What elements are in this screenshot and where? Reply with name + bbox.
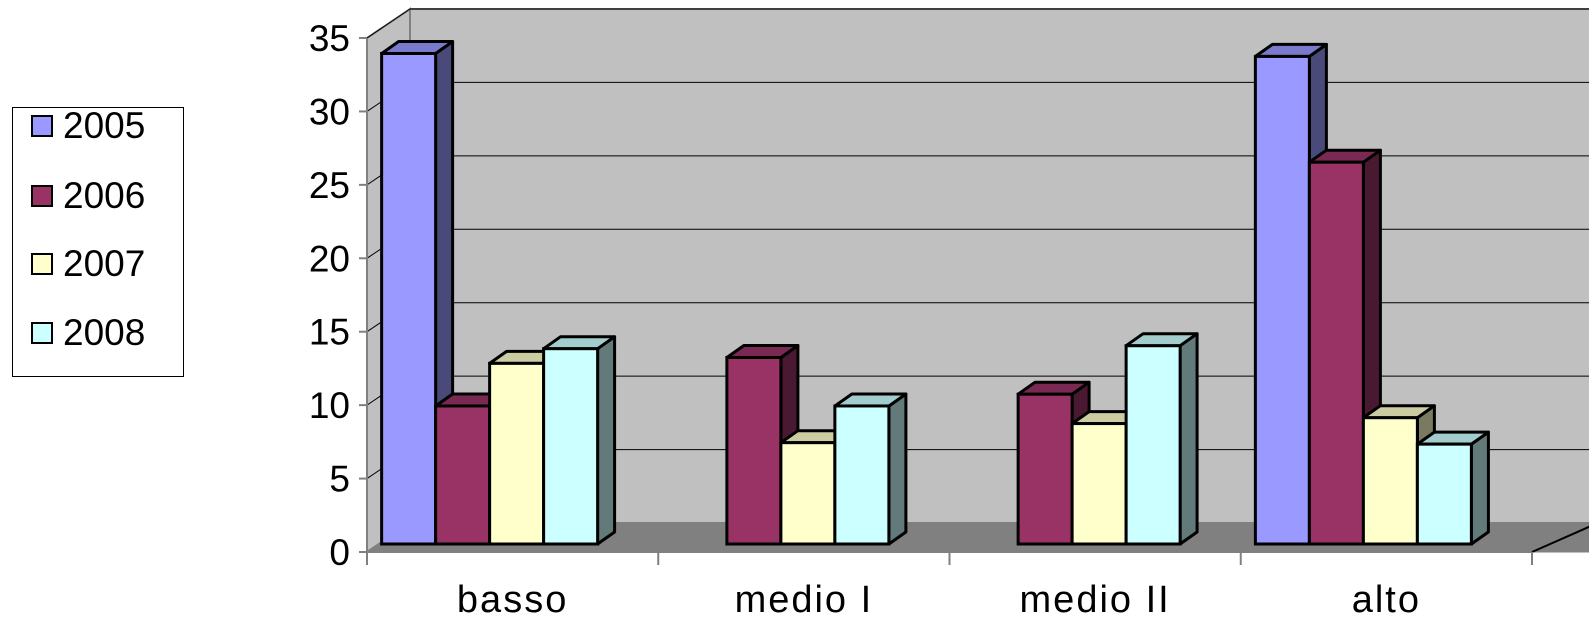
y-tick-label: 5 (329, 459, 350, 500)
y-tick-label: 0 (329, 532, 350, 573)
x-category-label: medio II (1020, 579, 1171, 621)
legend-label-2005: 2005 (63, 105, 146, 146)
y-tick-label: 10 (309, 385, 350, 426)
legend-swatch-2008 (31, 322, 53, 344)
gridline-side (366, 8, 411, 39)
legend-swatch-2007 (31, 253, 53, 275)
y-tick-label: 20 (309, 238, 350, 279)
y-tick-label: 25 (309, 165, 350, 206)
legend-swatch-2006 (31, 185, 53, 207)
x-category-label: alto (1352, 579, 1421, 621)
bar-2008-medio-II (1124, 332, 1199, 546)
legend-label-2008: 2008 (63, 312, 146, 353)
legend-swatch-2005 (31, 115, 53, 137)
legend-label-2006: 2006 (63, 175, 146, 216)
legend-label-2007: 2007 (63, 243, 146, 284)
x-category-label: medio I (735, 579, 874, 621)
bar-2008-medio-I (833, 392, 908, 546)
y-tick-label: 15 (309, 312, 350, 353)
x-category-label: basso (457, 579, 568, 621)
legend: 2005 2006 2007 2008 (12, 105, 184, 377)
y-tick-label: 30 (309, 91, 350, 132)
y-tick-label: 35 (309, 18, 350, 59)
legend-item-2005: 2005 (31, 105, 145, 146)
legend-item-2007: 2007 (31, 243, 145, 284)
bar-2006-alto (1307, 148, 1382, 546)
bar-2008-basso (542, 335, 617, 546)
legend-item-2006: 2006 (31, 175, 145, 216)
bar-2008-alto (1415, 430, 1490, 546)
legend-item-2008: 2008 (31, 312, 145, 353)
